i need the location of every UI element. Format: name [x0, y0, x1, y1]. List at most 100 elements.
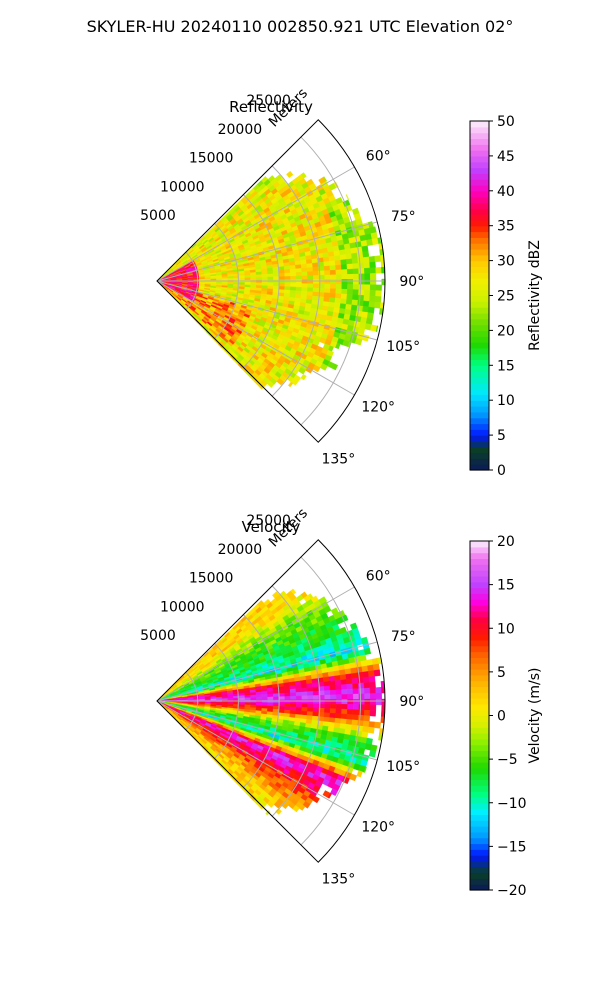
velocity-colorbar-segment	[470, 767, 489, 775]
reflectivity-data-cell	[356, 305, 364, 312]
velocity-colorbar-segment	[470, 814, 489, 821]
velocity-colorbar-segment	[470, 785, 489, 792]
reflectivity-data-cell	[375, 267, 382, 274]
velocity-data-cell	[278, 702, 286, 707]
velocity-azimuth-gridline	[156, 641, 378, 702]
velocity-data-cell	[306, 711, 314, 717]
velocity-data-cell	[357, 682, 365, 689]
reflectivity-data-cell	[375, 325, 379, 332]
velocity-data-cell	[273, 699, 280, 704]
reflectivity-data-cell	[335, 283, 343, 290]
reflectivity-data-cell	[301, 287, 308, 292]
reflectivity-data-cell	[273, 273, 280, 278]
reflectivity-colorbar-segment	[470, 458, 489, 465]
velocity-data-cell	[346, 678, 353, 685]
velocity-data-cell	[261, 696, 268, 701]
velocity-data-cell	[357, 720, 364, 727]
velocity-data-cell	[301, 691, 308, 697]
reflectivity-data-cell	[301, 283, 308, 288]
velocity-data-cell	[278, 689, 285, 694]
velocity-data-cell	[329, 708, 337, 714]
reflectivity-data-cell	[330, 274, 337, 280]
velocity-data-cell	[290, 706, 297, 711]
reflectivity-colorbar-segment	[470, 446, 489, 454]
reflectivity-data-cell	[364, 273, 371, 280]
velocity-colorbar-segment	[470, 639, 489, 647]
reflectivity-data-cell	[295, 275, 303, 280]
velocity-data-cell	[256, 702, 263, 706]
reflectivity-range-tick-label: 15000	[189, 151, 234, 167]
reflectivity-data-cell	[352, 263, 359, 270]
reflectivity-data-cell	[350, 247, 358, 254]
reflectivity-data-cell	[278, 282, 286, 287]
reflectivity-colorbar-segment	[470, 464, 489, 471]
velocity-data-cell	[363, 682, 371, 689]
reflectivity-data-cell	[362, 251, 370, 258]
reflectivity-colorbar-segment	[470, 301, 489, 308]
velocity-colorbar-segment	[470, 570, 489, 577]
velocity-data-cell	[267, 702, 274, 707]
velocity-data-cell	[290, 703, 297, 708]
velocity-colorbar-segment	[470, 860, 489, 868]
velocity-range-tick-label: 10000	[160, 599, 205, 615]
velocity-data-cell	[284, 689, 291, 694]
velocity-colorbar-segment	[470, 779, 489, 786]
reflectivity-data-cell	[330, 279, 337, 285]
velocity-data-cell	[295, 688, 302, 693]
velocity-data-cell	[313, 695, 320, 700]
velocity-colorbar-segment	[470, 616, 489, 624]
reflectivity-data-cell	[227, 278, 234, 281]
reflectivity-colorbar-segment	[470, 167, 489, 174]
reflectivity-data-cell	[312, 270, 320, 276]
reflectivity-data-cell	[340, 293, 348, 300]
velocity-colorbar-segment	[470, 558, 489, 565]
reflectivity-data-cell	[295, 283, 303, 288]
velocity-data-cell	[278, 696, 286, 701]
velocity-data-cell	[324, 690, 331, 696]
reflectivity-data-cell	[286, 170, 294, 179]
reflectivity-data-cell	[351, 257, 359, 265]
reflectivity-data-cell	[363, 289, 371, 297]
reflectivity-data-cell	[334, 255, 341, 261]
velocity-colorbar-segment	[470, 808, 489, 815]
velocity-azimuth-tick-label: 135°	[321, 871, 355, 887]
reflectivity-data-cell	[341, 274, 348, 280]
reflectivity-colorbar-segment	[470, 283, 489, 291]
reflectivity-data-cell	[267, 270, 274, 275]
velocity-colorbar-segment	[470, 732, 489, 740]
reflectivity-data-cell	[290, 378, 299, 386]
velocity-data-cell	[301, 703, 308, 708]
velocity-data-cell	[370, 693, 377, 700]
reflectivity-data-cell	[329, 269, 337, 276]
reflectivity-data-cell	[307, 271, 314, 276]
reflectivity-data-cell	[374, 296, 382, 303]
reflectivity-colorbar-tick-label: 45	[497, 149, 515, 165]
reflectivity-data-cell	[352, 268, 360, 275]
reflectivity-data-cell	[296, 279, 303, 284]
reflectivity-azimuth-tick-label: 60°	[366, 149, 391, 165]
velocity-data-cell	[370, 698, 377, 706]
reflectivity-colorbar-segment	[470, 266, 489, 273]
reflectivity-azimuth-gridline	[156, 221, 378, 282]
reflectivity-data-cell	[353, 279, 360, 285]
reflectivity-data-cell	[340, 264, 348, 270]
reflectivity-colorbar-segment	[470, 394, 489, 401]
velocity-data-cell	[284, 699, 291, 704]
reflectivity-azimuth-tick-label: 90°	[399, 274, 424, 290]
reflectivity-colorbar-segment	[470, 365, 489, 372]
velocity-data-cell	[323, 596, 328, 602]
reflectivity-data-cell	[257, 382, 265, 390]
velocity-data-cell	[340, 679, 348, 686]
reflectivity-colorbar-segment	[470, 138, 489, 145]
reflectivity-data-cell	[290, 279, 297, 284]
velocity-data-cell	[362, 671, 370, 678]
velocity-data-cell	[339, 674, 347, 681]
reflectivity-data-cell	[261, 276, 268, 281]
reflectivity-data-cell	[306, 291, 314, 297]
reflectivity-range-tick-label: 10000	[160, 179, 205, 195]
reflectivity-colorbar-segment	[470, 400, 489, 407]
reflectivity-data-cell	[364, 267, 371, 274]
reflectivity-data-cell	[216, 278, 223, 281]
velocity-data-cell	[290, 695, 297, 701]
velocity-data-cell	[375, 687, 382, 694]
